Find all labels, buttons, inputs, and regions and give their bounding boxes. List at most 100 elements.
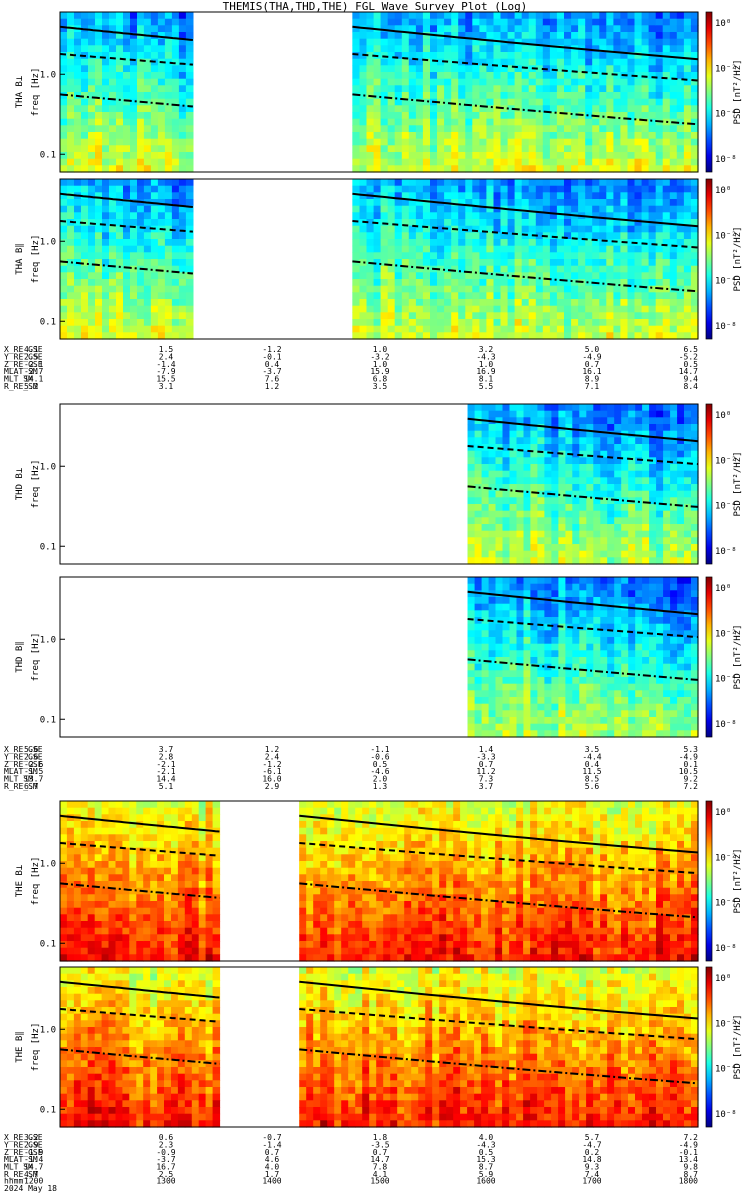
ephemeris-value: 7.3 <box>479 775 494 784</box>
ephemeris-value: 1.2 <box>265 745 280 754</box>
ephemeris-value: 0.7 <box>265 1148 280 1157</box>
panel-name-label: THE B∥ <box>15 1031 25 1063</box>
frequency-trace <box>352 25 699 61</box>
frequency-trace <box>299 814 699 854</box>
ephemeris-value: 16.0 <box>262 775 281 784</box>
colorbar-tick-label: 10⁻⁴ <box>715 277 737 287</box>
ephemeris-value: 7.6 <box>265 375 280 384</box>
ephemeris-label: X_RE_GSE <box>4 745 43 754</box>
colorbar-tick-label: 10⁻² <box>715 853 737 863</box>
ephemeris-value: 6.5 <box>684 345 699 354</box>
ephemeris-value: 6.8 <box>373 375 388 384</box>
colorbar-tick-label: 10⁻² <box>715 231 737 241</box>
ephemeris-value: 2.9 <box>265 782 280 791</box>
panel-name-label: THD B∥ <box>15 641 25 673</box>
time-tick-label: 1300 <box>156 1176 175 1185</box>
ephemeris-value: -0.1 <box>679 1148 698 1157</box>
freq-tick-label: 0.1 <box>40 939 56 949</box>
colorbar-tick-label: 10⁰ <box>715 584 731 594</box>
ephemeris-value: 0.7 <box>585 360 600 369</box>
frequency-trace <box>59 93 193 108</box>
ephemeris-value: 2.6 <box>24 752 39 761</box>
ephemeris-value: 7.1 <box>585 382 600 391</box>
panel-frame <box>59 966 699 1128</box>
ephemeris-value: 9.8 <box>684 1163 699 1172</box>
ephemeris-value: 5.1 <box>159 782 174 791</box>
ephemeris-value: -3.7 <box>156 1155 175 1164</box>
ephemeris-value: 7.2 <box>684 1133 699 1142</box>
ephemeris-value: -4.3 <box>476 352 495 361</box>
ephemeris-value: 4.7 <box>24 1170 39 1179</box>
ephemeris-value: 5.6 <box>24 745 39 754</box>
ephemeris-value: 14.1 <box>24 375 43 384</box>
panel-ylabel: freq [Hz] <box>31 1023 41 1072</box>
colorbar-tick-label: 10⁻⁴ <box>715 502 737 512</box>
colorbar <box>705 403 713 565</box>
ephemeris-value: -7.9 <box>156 367 175 376</box>
ephemeris-value: 0.7 <box>479 760 494 769</box>
ephemeris-value: -3.3 <box>476 752 495 761</box>
colorbar-tick-label: 10⁻⁴ <box>715 675 737 685</box>
ephemeris-value: 7.2 <box>684 782 699 791</box>
colorbar <box>705 11 713 173</box>
frequency-trace <box>467 485 699 508</box>
frequency-trace <box>352 260 699 293</box>
colorbar-tick-label: 10⁻⁴ <box>715 899 737 909</box>
ephemeris-value: -1.5 <box>24 767 43 776</box>
ephemeris-label: Y_RE_GSE <box>4 752 43 761</box>
plot-title: THEMIS(THA,THD,THE) FGL Wave Survey Plot… <box>222 0 528 13</box>
frequency-trace <box>299 1008 699 1041</box>
colorbar-tick-label: 10⁻² <box>715 1019 737 1029</box>
ephemeris-value: 14.7 <box>679 367 698 376</box>
time-axis-date: 2024 May 18 <box>4 1184 57 1193</box>
colorbar-tick-label: 10⁻⁸ <box>715 547 737 557</box>
frequency-trace <box>352 53 699 82</box>
colorbar-tick-label: 10⁰ <box>715 974 731 984</box>
ephemeris-value: 8.7 <box>684 1170 699 1179</box>
spectrogram-panel: 0.1 1.0 THE B⊥ freq [Hz] 10⁻⁸ 10⁻⁴ 10⁻² 10⁰ PSD … <box>15 800 743 962</box>
ephemeris-label: Y_RE_GSE <box>4 1140 43 1149</box>
ephemeris-value: 16.7 <box>156 1163 175 1172</box>
ephemeris-value: -0.9 <box>156 1148 175 1157</box>
colorbar-tick-label: 10⁻⁸ <box>715 322 737 332</box>
frequency-trace <box>59 192 193 208</box>
colorbar-tick-label: 10⁻⁸ <box>715 944 737 954</box>
ephemeris-value: 15.9 <box>370 367 389 376</box>
ephemeris-value: 4.1 <box>373 1170 388 1179</box>
spectrogram-panel: 0.1 1.0 THD B⊥ freq [Hz] 10⁻⁸ 10⁻⁴ 10⁻² 10⁰ PSD … <box>15 403 743 565</box>
frequency-trace <box>352 220 699 249</box>
colorbar-tick-label: 10⁻⁸ <box>715 155 737 165</box>
ephemeris-value: -4.7 <box>582 1140 601 1149</box>
ephemeris-value: 3.2 <box>24 1133 39 1142</box>
ephemeris-value: 9.4 <box>684 375 699 384</box>
frequency-trace <box>299 842 699 875</box>
frequency-trace <box>467 445 699 466</box>
ephemeris-label: MLT_SM <box>4 775 33 784</box>
frequency-trace <box>467 590 699 616</box>
ephemeris-value: 6.7 <box>24 782 39 791</box>
ephemeris-value: -0.6 <box>370 752 389 761</box>
frequency-trace <box>299 980 699 1020</box>
time-axis-unit: hhmm <box>4 1176 23 1185</box>
ephemeris-value: -1.1 <box>370 745 389 754</box>
ephemeris-value: 8.5 <box>585 775 600 784</box>
ephemeris-value: 10.5 <box>679 767 698 776</box>
ephemeris-value: 13.4 <box>679 1155 698 1164</box>
ephemeris-label: Z_RE_GSE <box>4 1148 43 1157</box>
freq-tick-label: 1.0 <box>40 859 56 869</box>
frequency-trace <box>299 1048 699 1085</box>
ephemeris-value: 1.3 <box>373 782 388 791</box>
ephemeris-value: -0.7 <box>262 1133 281 1142</box>
ephemeris-label: MLT_SM <box>4 375 33 384</box>
ephemeris-value: 1.0 <box>479 360 494 369</box>
colorbar <box>705 800 713 962</box>
frequency-trace <box>352 93 699 126</box>
ephemeris-value: 5.0 <box>585 345 600 354</box>
freq-tick-label: 0.1 <box>40 150 56 160</box>
ephemeris-value: 16.9 <box>476 367 495 376</box>
frequency-trace <box>467 658 699 681</box>
ephemeris-value: 3.7 <box>159 745 174 754</box>
ephemeris-value: -2.7 <box>24 367 43 376</box>
